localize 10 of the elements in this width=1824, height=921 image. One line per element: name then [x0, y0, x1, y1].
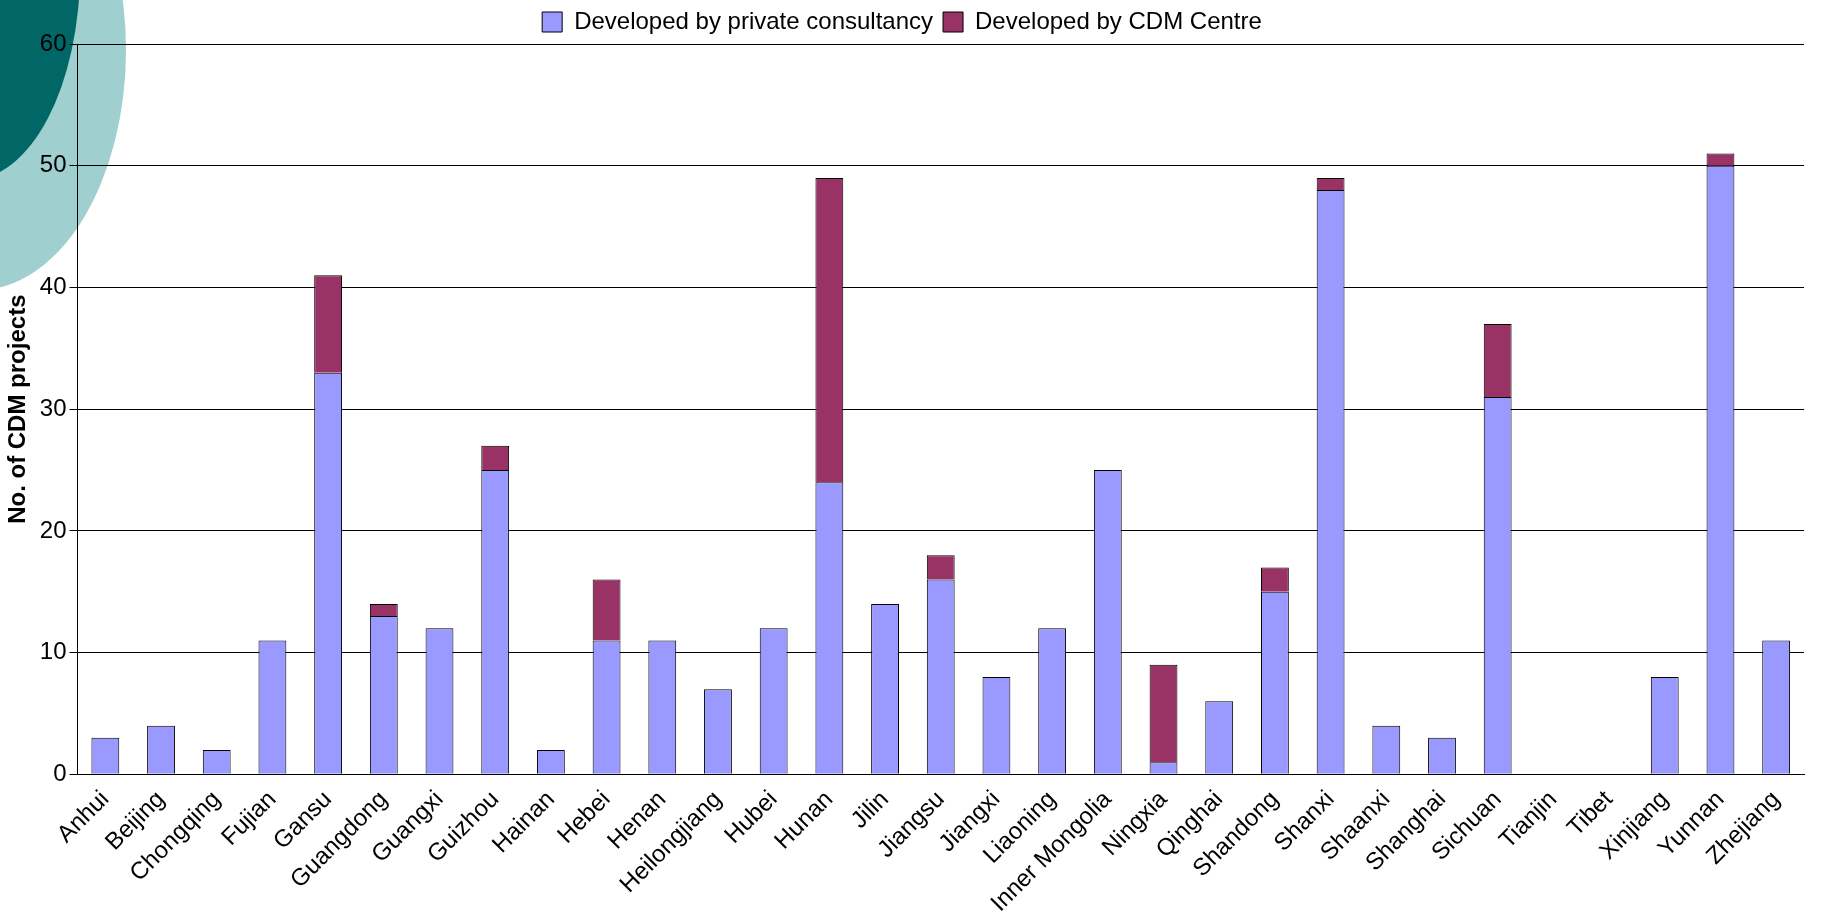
y-axis-title: No. of CDM projects: [3, 294, 31, 524]
y-tick-label: 40: [39, 272, 67, 300]
y-tick-label: 50: [39, 150, 67, 178]
legend-label: Developed by CDM Centre: [975, 6, 1262, 34]
y-tick-label: 60: [39, 28, 67, 56]
y-tick-label: 10: [39, 637, 67, 665]
y-tick-label: 20: [39, 515, 67, 543]
y-tick-label: 30: [39, 393, 67, 421]
legend-label: Developed by private consultancy: [574, 6, 934, 34]
y-tick-label: 0: [53, 759, 67, 786]
